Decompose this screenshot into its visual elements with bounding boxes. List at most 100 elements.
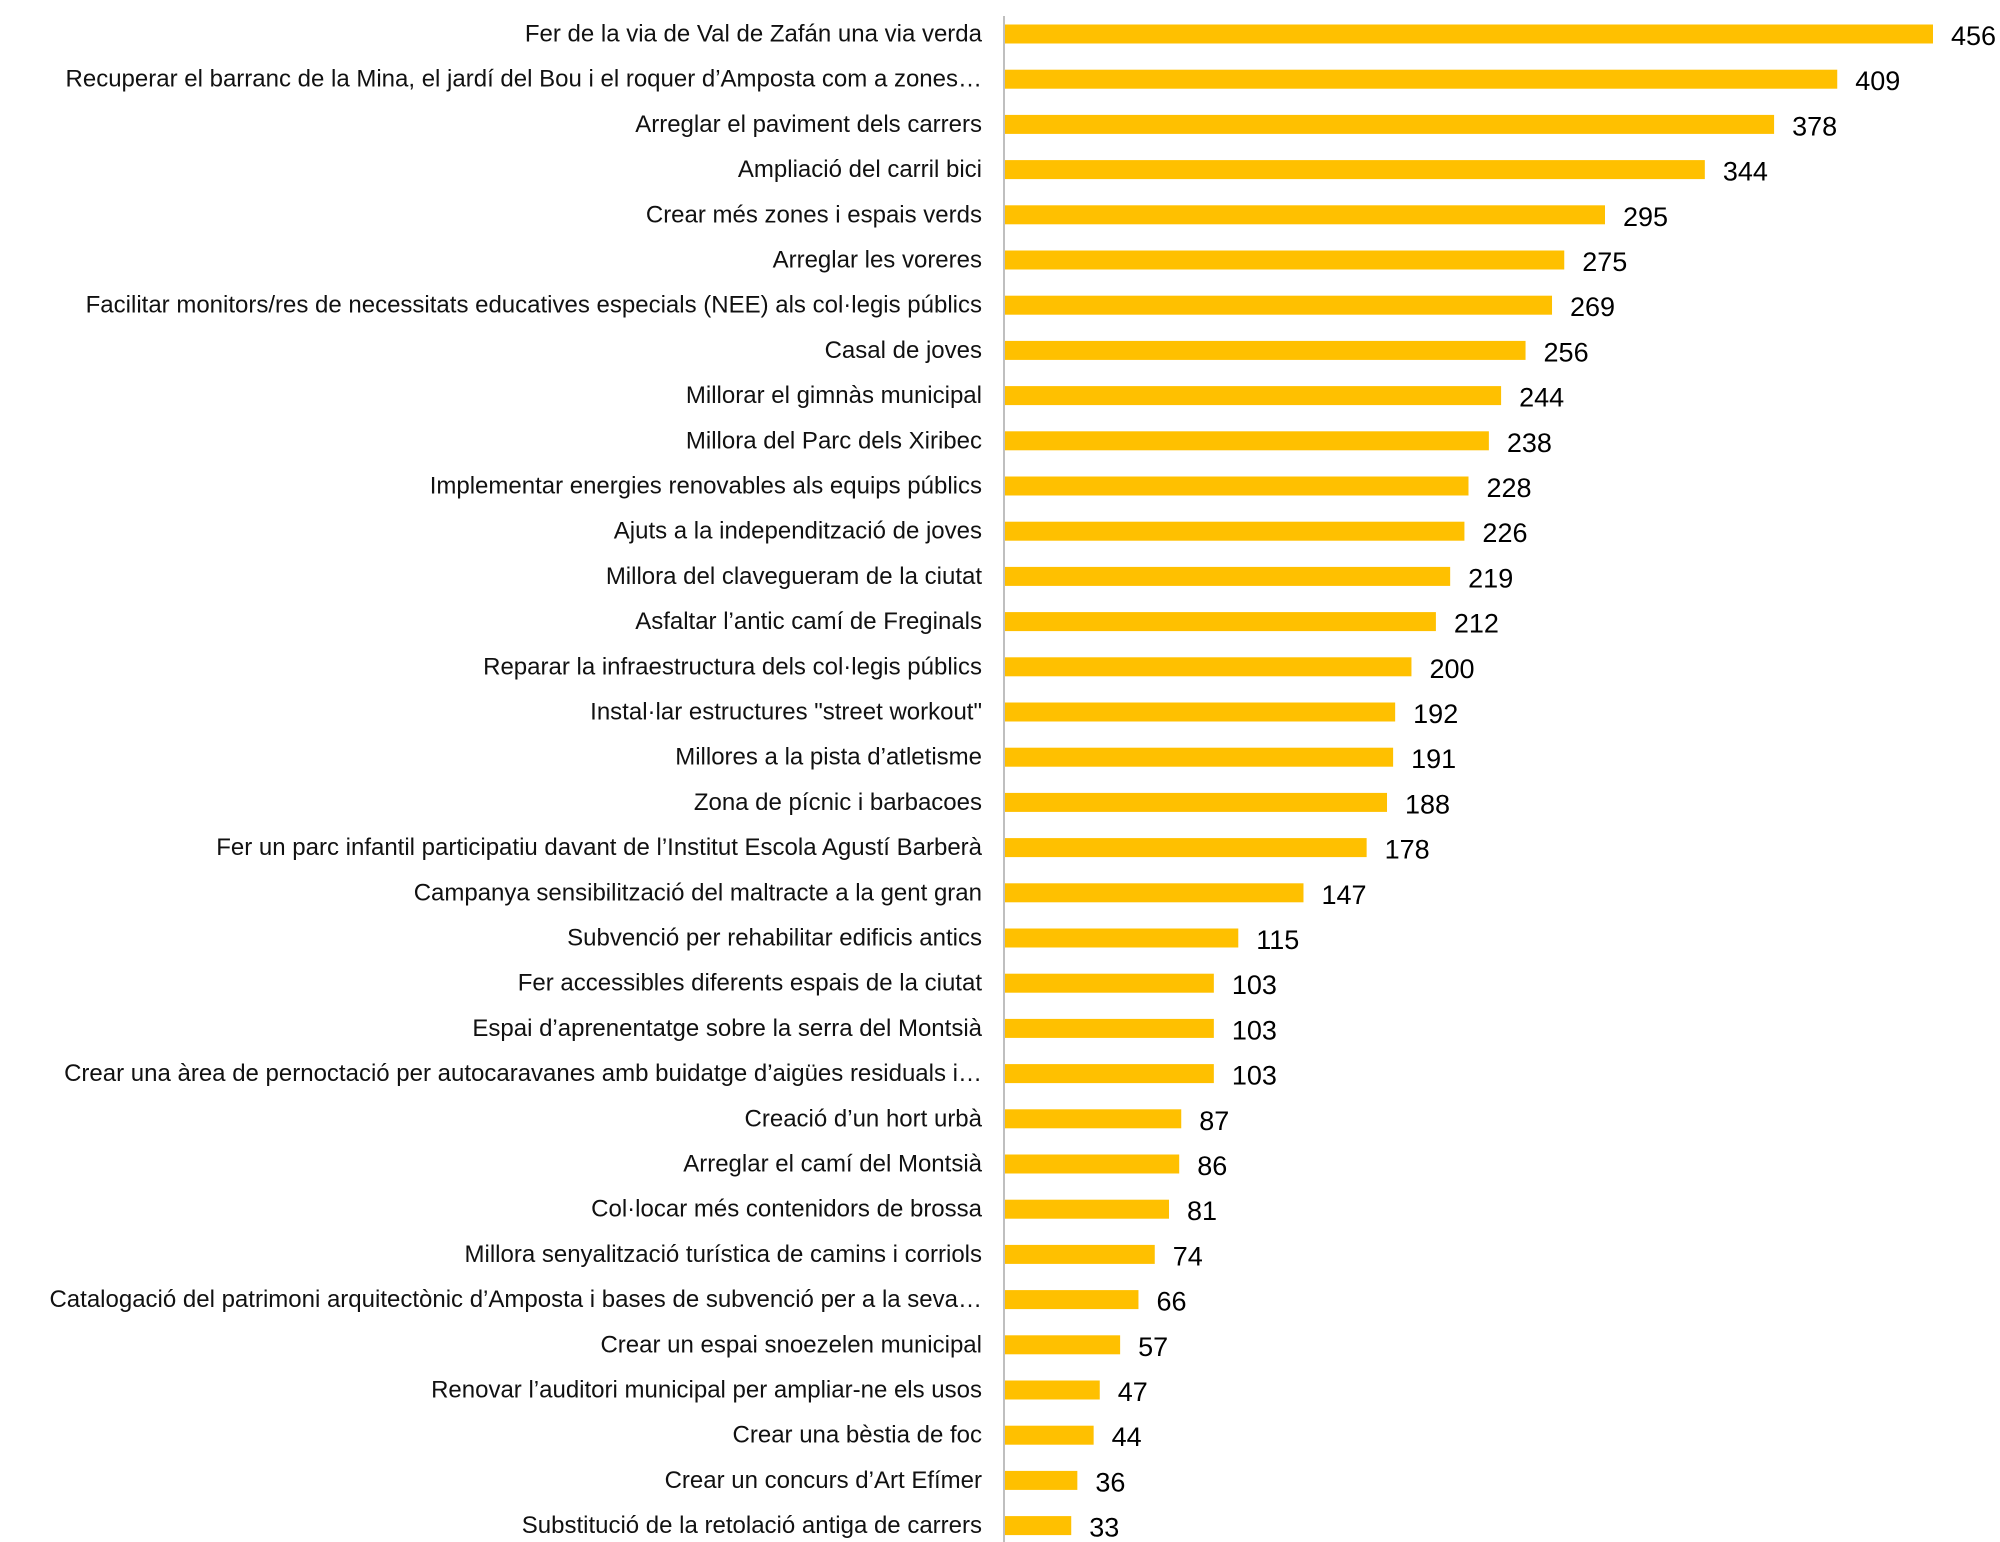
category-label: Arreglar el paviment dels carrers (635, 111, 982, 138)
value-label: 103 (1232, 970, 1277, 1000)
category-labels-layer: Fer de la via de Val de Zafán una via ve… (49, 21, 982, 1540)
category-label: Crear més zones i espais verds (646, 201, 982, 228)
category-label: Crear una bèstia de foc (733, 1422, 982, 1449)
value-label: 295 (1623, 202, 1668, 232)
bar (1004, 1109, 1182, 1129)
bars-layer (1004, 24, 1933, 1536)
category-label: Implementar energies renovables als equi… (430, 473, 982, 500)
bar (1004, 340, 1526, 360)
category-label: Casal de joves (825, 337, 982, 364)
category-label: Millorar el gimnàs municipal (686, 382, 982, 409)
category-label: Fer un parc infantil participatiu davant… (216, 834, 982, 861)
bar (1004, 250, 1565, 270)
bar (1004, 1154, 1180, 1174)
value-labels-layer: 456 409 378 344 295 275 269 256 244 238 228 226 219 2… (1089, 21, 1996, 1542)
category-label: Millores a la pista d’atletisme (675, 744, 982, 771)
bar (1004, 1380, 1100, 1400)
bar (1004, 205, 1605, 225)
value-label: 103 (1232, 1061, 1277, 1091)
value-label: 219 (1468, 563, 1513, 593)
bar (1004, 838, 1367, 858)
bar (1004, 973, 1214, 993)
category-label: Arreglar el camí del Montsià (683, 1151, 982, 1178)
value-label: 192 (1413, 699, 1458, 729)
category-label: Millora senyalització turística de camin… (465, 1241, 983, 1268)
value-label: 57 (1138, 1332, 1168, 1362)
category-label: Catalogació del patrimoni arquitectònic … (49, 1286, 982, 1313)
value-label: 200 (1429, 654, 1474, 684)
value-label: 44 (1112, 1422, 1142, 1452)
bar (1004, 792, 1388, 812)
bar (1004, 883, 1304, 903)
bar (1004, 612, 1436, 632)
value-label: 269 (1570, 292, 1615, 322)
category-label: Millora del clavegueram de la ciutat (606, 563, 983, 590)
value-label: 188 (1405, 789, 1450, 819)
bar (1004, 566, 1451, 586)
category-label: Subvenció per rehabilitar edificis antic… (567, 925, 982, 952)
value-label: 226 (1482, 518, 1527, 548)
value-label: 66 (1156, 1287, 1186, 1317)
category-label: Col·locar més contenidors de brossa (591, 1196, 982, 1223)
value-label: 244 (1519, 383, 1564, 413)
category-label: Asfaltar l’antic camí de Freginals (635, 608, 982, 635)
value-label: 33 (1089, 1513, 1119, 1542)
category-label: Instal·lar estructures "street workout" (590, 699, 982, 726)
category-label: Campanya sensibilització del maltracte a… (414, 879, 982, 906)
category-label: Millora del Parc dels Xiribec (686, 427, 982, 454)
value-label: 81 (1187, 1196, 1217, 1226)
category-label: Facilitar monitors/res de necessitats ed… (86, 292, 982, 319)
value-label: 115 (1256, 925, 1299, 955)
category-label: Recuperar el barranc de la Mina, el jard… (66, 66, 982, 93)
value-label: 238 (1507, 428, 1552, 458)
bar (1004, 295, 1553, 315)
category-label: Creació d’un hort urbà (745, 1105, 983, 1132)
bar (1004, 747, 1394, 767)
bar (1004, 1470, 1078, 1490)
category-label: Substitució de la retolació antiga de ca… (522, 1512, 982, 1539)
bar (1004, 1244, 1155, 1264)
bar (1004, 1335, 1121, 1355)
category-label: Fer de la via de Val de Zafán una via ve… (525, 21, 983, 48)
bar (1004, 1064, 1214, 1084)
value-label: 456 (1951, 21, 1996, 51)
bar (1004, 69, 1838, 89)
bar (1004, 1018, 1214, 1038)
bar (1004, 386, 1502, 406)
category-label: Ampliació del carril bici (738, 156, 982, 183)
value-label: 178 (1385, 835, 1430, 865)
bar (1004, 1290, 1139, 1310)
category-label: Crear un concurs d’Art Efímer (665, 1467, 982, 1494)
category-label: Crear un espai snoezelen municipal (600, 1331, 982, 1358)
value-label: 74 (1173, 1241, 1203, 1271)
value-label: 36 (1095, 1467, 1125, 1497)
bar (1004, 657, 1412, 677)
value-label: 275 (1582, 247, 1627, 277)
category-label: Arreglar les voreres (773, 247, 982, 274)
bar (1004, 160, 1705, 180)
category-label: Reparar la infraestructura dels col·legi… (483, 653, 982, 680)
value-label: 409 (1855, 66, 1900, 96)
category-label: Zona de pícnic i barbacoes (694, 789, 982, 816)
bar (1004, 1425, 1094, 1445)
value-label: 103 (1232, 1015, 1277, 1045)
category-label: Renovar l’auditori municipal per ampliar… (431, 1377, 982, 1404)
bar (1004, 702, 1396, 722)
bar (1004, 1516, 1072, 1536)
bar (1004, 1199, 1170, 1219)
category-label: Crear una àrea de pernoctació per autoca… (64, 1060, 982, 1087)
value-label: 256 (1544, 337, 1589, 367)
value-label: 147 (1321, 880, 1366, 910)
value-label: 344 (1723, 157, 1768, 187)
bar (1004, 521, 1465, 541)
category-label: Espai d’aprenentatge sobre la serra del … (472, 1015, 982, 1042)
category-label: Ajuts a la independització de joves (614, 518, 982, 545)
category-label: Fer accessibles diferents espais de la c… (518, 970, 983, 997)
value-label: 228 (1487, 473, 1532, 503)
bar (1004, 431, 1489, 451)
value-label: 86 (1197, 1151, 1227, 1181)
value-label: 212 (1454, 609, 1499, 639)
bar (1004, 476, 1469, 496)
